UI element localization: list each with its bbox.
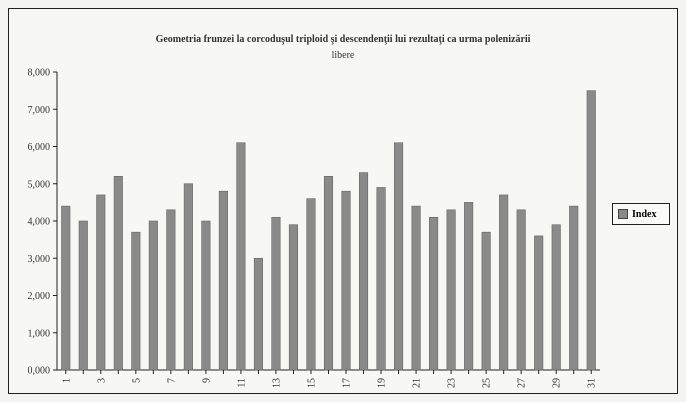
bar [551,224,561,371]
bar [166,209,176,371]
bar [394,142,404,371]
chart-title: Geometria frunzei la corcoduşul triploid… [155,34,531,45]
bar [429,216,439,371]
bar [323,176,334,371]
bar [131,231,141,371]
x-tick-label: 5 [131,378,142,383]
x-tick-label: 23 [447,378,458,388]
y-tick-label: 8,000 [28,68,51,79]
bar [534,235,544,371]
legend-swatch [618,209,628,219]
y-tick-label: 0,000 [28,366,51,377]
bar [288,224,299,371]
y-tick-label: 2,000 [28,291,51,302]
legend: Index [612,203,670,225]
bar [341,190,351,371]
y-tick-label: 7,000 [28,105,51,116]
y-tick-label: 1,000 [28,328,51,339]
x-tick-label: 15 [306,378,317,388]
x-tick-label: 29 [552,378,563,388]
x-tick-label: 25 [482,378,493,388]
y-tick-label: 3,000 [28,254,51,265]
bar [201,220,211,371]
bar [569,205,579,371]
bar [148,220,158,371]
bar [236,142,246,371]
bar [61,205,71,371]
bar [218,190,228,371]
chart-subtitle: libere [331,50,355,61]
y-tick-label: 4,000 [28,217,51,228]
bar [113,176,123,371]
bar [516,209,526,371]
bar [358,172,369,371]
x-tick-label: 11 [236,378,247,388]
x-tick-label: 21 [412,378,423,388]
bar [78,220,88,371]
bar [464,202,474,371]
x-tick-label: 19 [377,378,388,388]
y-tick-label: 6,000 [28,142,51,153]
x-tick-label: 7 [166,378,177,383]
x-tick-label: 3 [96,378,107,383]
bar [376,187,386,371]
bar [306,198,316,371]
y-tick-label: 5,000 [28,179,51,190]
bar [446,209,456,371]
x-tick-label: 17 [342,378,353,388]
x-tick-label: 31 [587,378,598,388]
x-tick-label: 9 [201,378,212,383]
x-tick-label: 13 [271,378,282,388]
bar [96,194,106,371]
bar [499,194,509,371]
bar [253,257,263,371]
legend-label: Index [632,208,657,220]
x-tick-label: 27 [517,378,528,388]
bar [411,205,421,371]
bar [586,90,596,371]
bar [271,216,281,371]
bar [481,231,491,371]
bar [183,183,193,371]
x-tick-label: 1 [61,378,72,383]
